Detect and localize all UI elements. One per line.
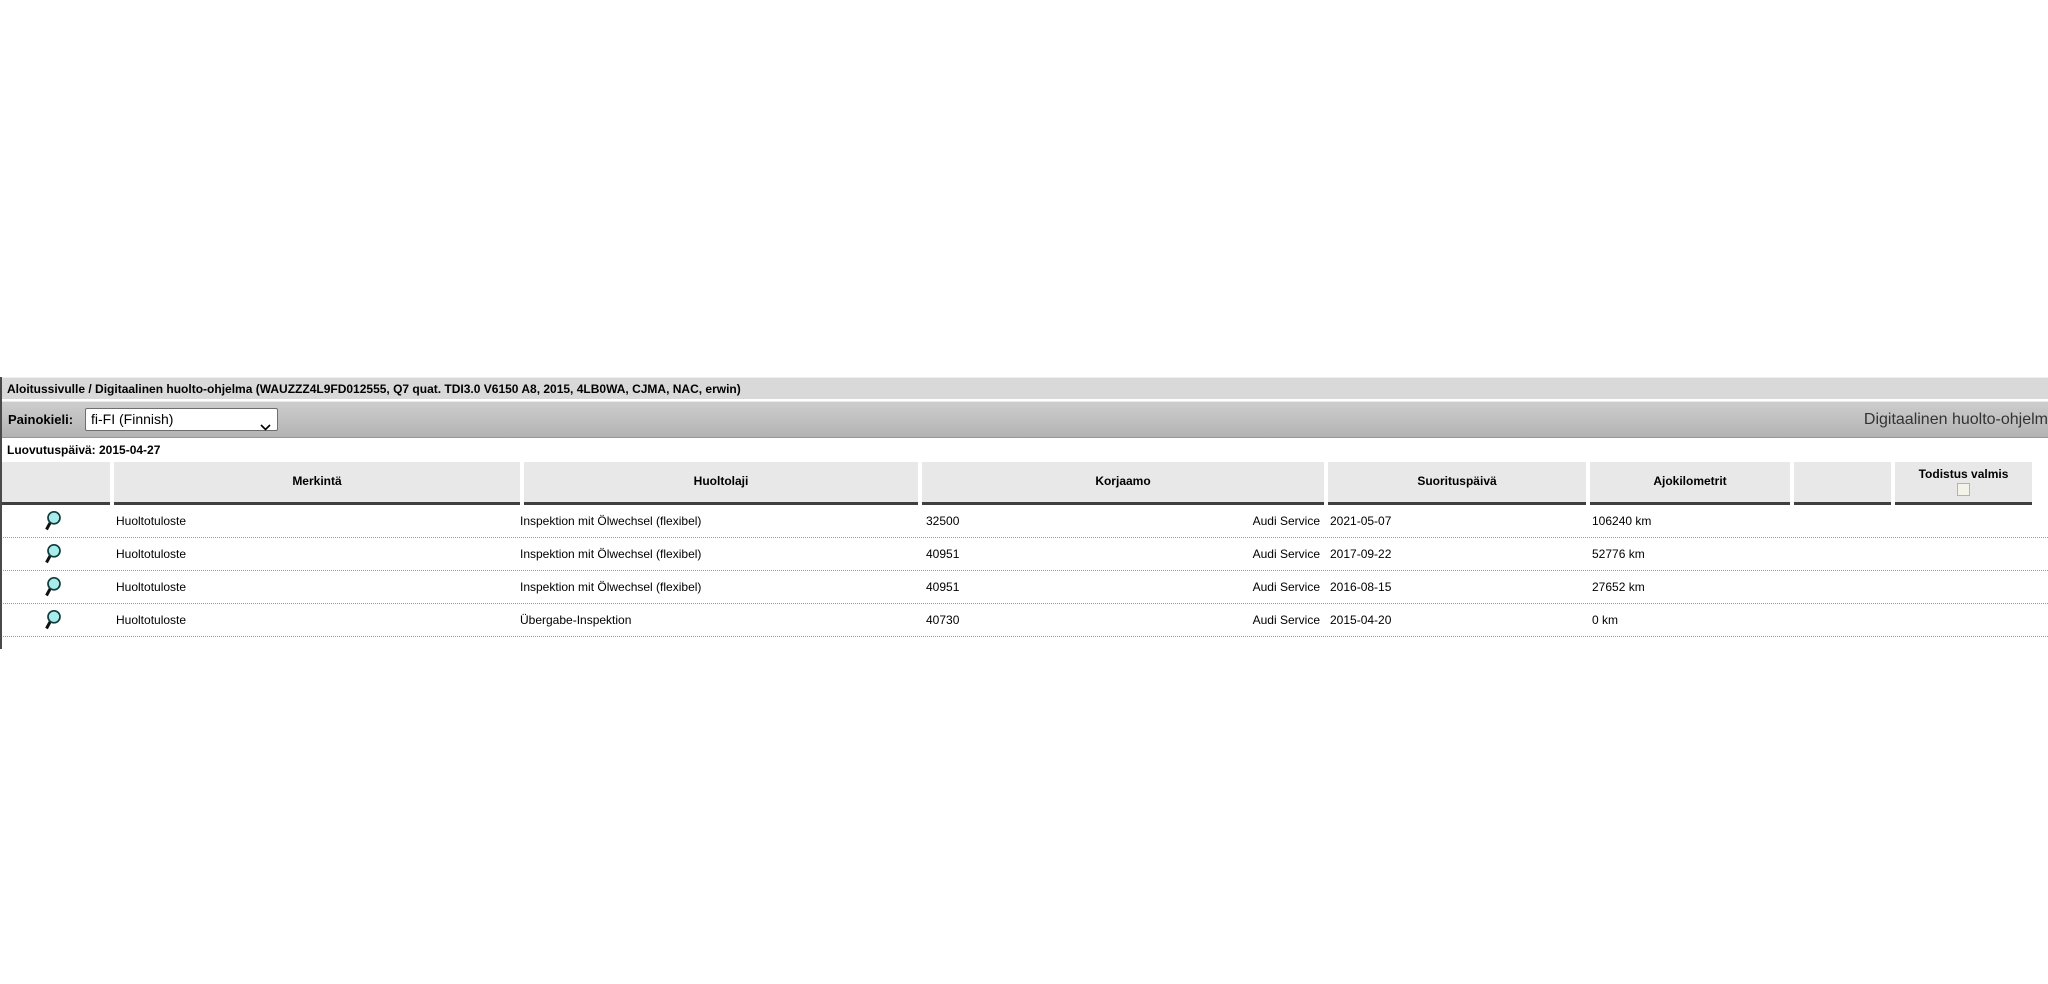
header-cell-korjaamo: Korjaamo xyxy=(922,462,1324,505)
language-label: Painokieli: xyxy=(8,412,74,427)
table-row: Huoltotuloste Inspektion mit Ölwechsel (… xyxy=(0,505,2048,538)
cell-korjaamo-numero: 32500 xyxy=(926,514,960,528)
cell-korjaamo-numero: 40951 xyxy=(926,547,960,561)
cell-huoltolaji: Übergabe-Inspektion xyxy=(520,613,632,627)
cell-merkinta: Huoltotuloste xyxy=(116,514,187,528)
magnifier-icon[interactable] xyxy=(44,576,62,608)
header-cell-todistus-valmis: Todistus valmis xyxy=(1895,462,2032,505)
cell-korjaamo-nimi: Audi Service xyxy=(1252,514,1320,528)
breadcrumb-separator: / xyxy=(85,382,96,396)
chevron-down-icon xyxy=(260,416,271,437)
breadcrumb-home-link[interactable]: Aloitussivulle xyxy=(7,382,86,396)
content-left-border xyxy=(0,377,2,649)
language-select-value: fi-FI (Finnish) xyxy=(91,411,174,427)
header-label-merkinta: Merkintä xyxy=(292,474,342,488)
cell-huoltolaji: Inspektion mit Ölwechsel (flexibel) xyxy=(520,514,702,528)
cell-merkinta: Huoltotuloste xyxy=(116,580,187,594)
cell-huoltolaji: Inspektion mit Ölwechsel (flexibel) xyxy=(520,547,702,561)
cell-suorituspaiva: 2021-05-07 xyxy=(1330,514,1392,528)
cell-ajokilometrit: 106240 km xyxy=(1592,514,1652,528)
cell-ajokilometrit: 52776 km xyxy=(1592,547,1645,561)
toolbar: Painokieli: fi-FI (Finnish) Digitaalinen… xyxy=(0,401,2048,438)
cell-korjaamo-numero: 40730 xyxy=(926,613,960,627)
todistus-valmis-checkbox[interactable] xyxy=(1957,483,1970,496)
cell-merkinta: Huoltotuloste xyxy=(116,547,187,561)
cell-ajokilometrit: 27652 km xyxy=(1592,580,1645,594)
magnifier-icon[interactable] xyxy=(44,609,62,641)
cell-suorituspaiva: 2017-09-22 xyxy=(1330,547,1392,561)
cell-merkinta: Huoltotuloste xyxy=(116,613,187,627)
cell-suorituspaiva: 2016-08-15 xyxy=(1330,580,1392,594)
delivery-date-line: Luovutuspäivä: 2015-04-27 xyxy=(0,439,2048,462)
header-cell-merkinta: Merkintä xyxy=(114,462,520,505)
header-label-suorituspaiva: Suorituspäivä xyxy=(1417,474,1497,488)
table-header: Merkintä Huoltolaji Korjaamo Suorituspäi… xyxy=(0,462,2048,505)
header-label-todistus-valmis: Todistus valmis xyxy=(1918,467,2009,481)
header-cell-ajokilometrit: Ajokilometrit xyxy=(1590,462,1790,505)
header-cell-suorituspaiva: Suorituspäivä xyxy=(1328,462,1586,505)
table-row: Huoltotuloste Inspektion mit Ölwechsel (… xyxy=(0,571,2048,604)
breadcrumb-current: Digitaalinen huolto-ohjelma (WAUZZZ4L9FD… xyxy=(95,382,741,396)
table-row: Huoltotuloste Inspektion mit Ölwechsel (… xyxy=(0,538,2048,571)
cell-suorituspaiva: 2015-04-20 xyxy=(1330,613,1392,627)
magnifier-icon[interactable] xyxy=(44,543,62,575)
cell-korjaamo-nimi: Audi Service xyxy=(1252,547,1320,561)
cell-korjaamo-nimi: Audi Service xyxy=(1252,580,1320,594)
cell-korjaamo-nimi: Audi Service xyxy=(1252,613,1320,627)
header-cell-huoltolaji: Huoltolaji xyxy=(524,462,918,505)
cell-korjaamo-numero: 40951 xyxy=(926,580,960,594)
app-title: Digitaalinen huolto-ohjelm xyxy=(1863,411,2048,428)
table-row: Huoltotuloste Übergabe-Inspektion 40730 … xyxy=(0,604,2048,637)
header-label-ajokilometrit: Ajokilometrit xyxy=(1653,474,1727,488)
breadcrumb: Aloitussivulle / Digitaalinen huolto-ohj… xyxy=(0,377,2048,399)
header-cell-empty xyxy=(1794,462,1891,505)
cell-huoltolaji: Inspektion mit Ölwechsel (flexibel) xyxy=(520,580,702,594)
language-select[interactable]: fi-FI (Finnish) xyxy=(85,408,278,431)
table-body: Huoltotuloste Inspektion mit Ölwechsel (… xyxy=(0,505,2048,637)
magnifier-icon[interactable] xyxy=(44,510,62,542)
cell-ajokilometrit: 0 km xyxy=(1592,613,1619,627)
header-cell-icon xyxy=(2,462,110,505)
header-label-korjaamo: Korjaamo xyxy=(1095,474,1151,488)
header-label-huoltolaji: Huoltolaji xyxy=(693,474,749,488)
